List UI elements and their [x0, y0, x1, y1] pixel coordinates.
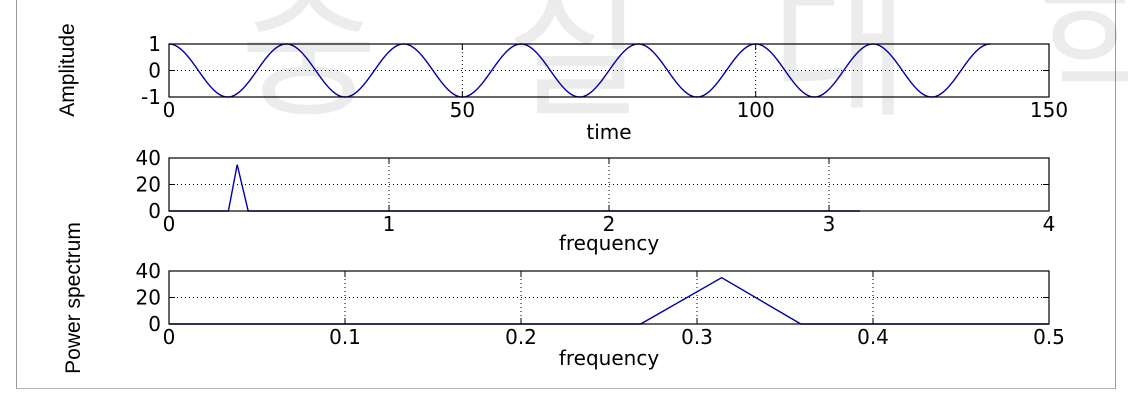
x-tick-label: 0 — [163, 212, 176, 236]
subplot-3 — [168, 270, 1050, 325]
y-tick-label: -1 — [141, 85, 161, 109]
series-line — [169, 276, 1049, 325]
y-tick-label: 1 — [148, 32, 161, 56]
watermark: 숭 실 대 학 교 — [240, 0, 1128, 139]
x-tick-label: 4 — [1043, 212, 1056, 236]
y-tick-label: 40 — [136, 146, 161, 170]
x-tick-label: 50 — [450, 98, 475, 122]
subplot-2 — [168, 157, 1050, 212]
y-tick-label: 0 — [148, 59, 161, 83]
figure-border — [16, 0, 1116, 389]
subplot-1 — [168, 43, 1050, 98]
x-tick-label: 3 — [823, 212, 836, 236]
x-tick-label: 0.1 — [329, 325, 361, 349]
x-tick-label: 0.3 — [681, 325, 713, 349]
y-tick-label: 0 — [148, 199, 161, 223]
x-axis-label: time — [586, 120, 631, 144]
y-axis-label: Power spectrum — [62, 222, 85, 374]
x-tick-label: 1 — [383, 212, 396, 236]
x-tick-label: 0.2 — [505, 325, 537, 349]
x-tick-label: 0.4 — [857, 325, 889, 349]
series-line — [168, 43, 991, 98]
x-tick-label: 100 — [737, 98, 775, 122]
x-tick-label: 0 — [163, 325, 176, 349]
y-tick-label: 0 — [148, 312, 161, 336]
x-tick-label: 2 — [603, 212, 616, 236]
x-tick-label: 0 — [163, 98, 176, 122]
x-axis-label: frequency — [559, 346, 659, 370]
y-tick-label: 20 — [136, 173, 161, 197]
x-tick-label: 150 — [1030, 98, 1068, 122]
y-tick-label: 40 — [136, 259, 161, 283]
x-tick-label: 0.5 — [1033, 325, 1065, 349]
x-axis-label: frequency — [559, 231, 659, 255]
series-line — [169, 164, 860, 212]
y-tick-label: 20 — [136, 286, 161, 310]
y-axis-label: Amplitude — [56, 23, 79, 116]
